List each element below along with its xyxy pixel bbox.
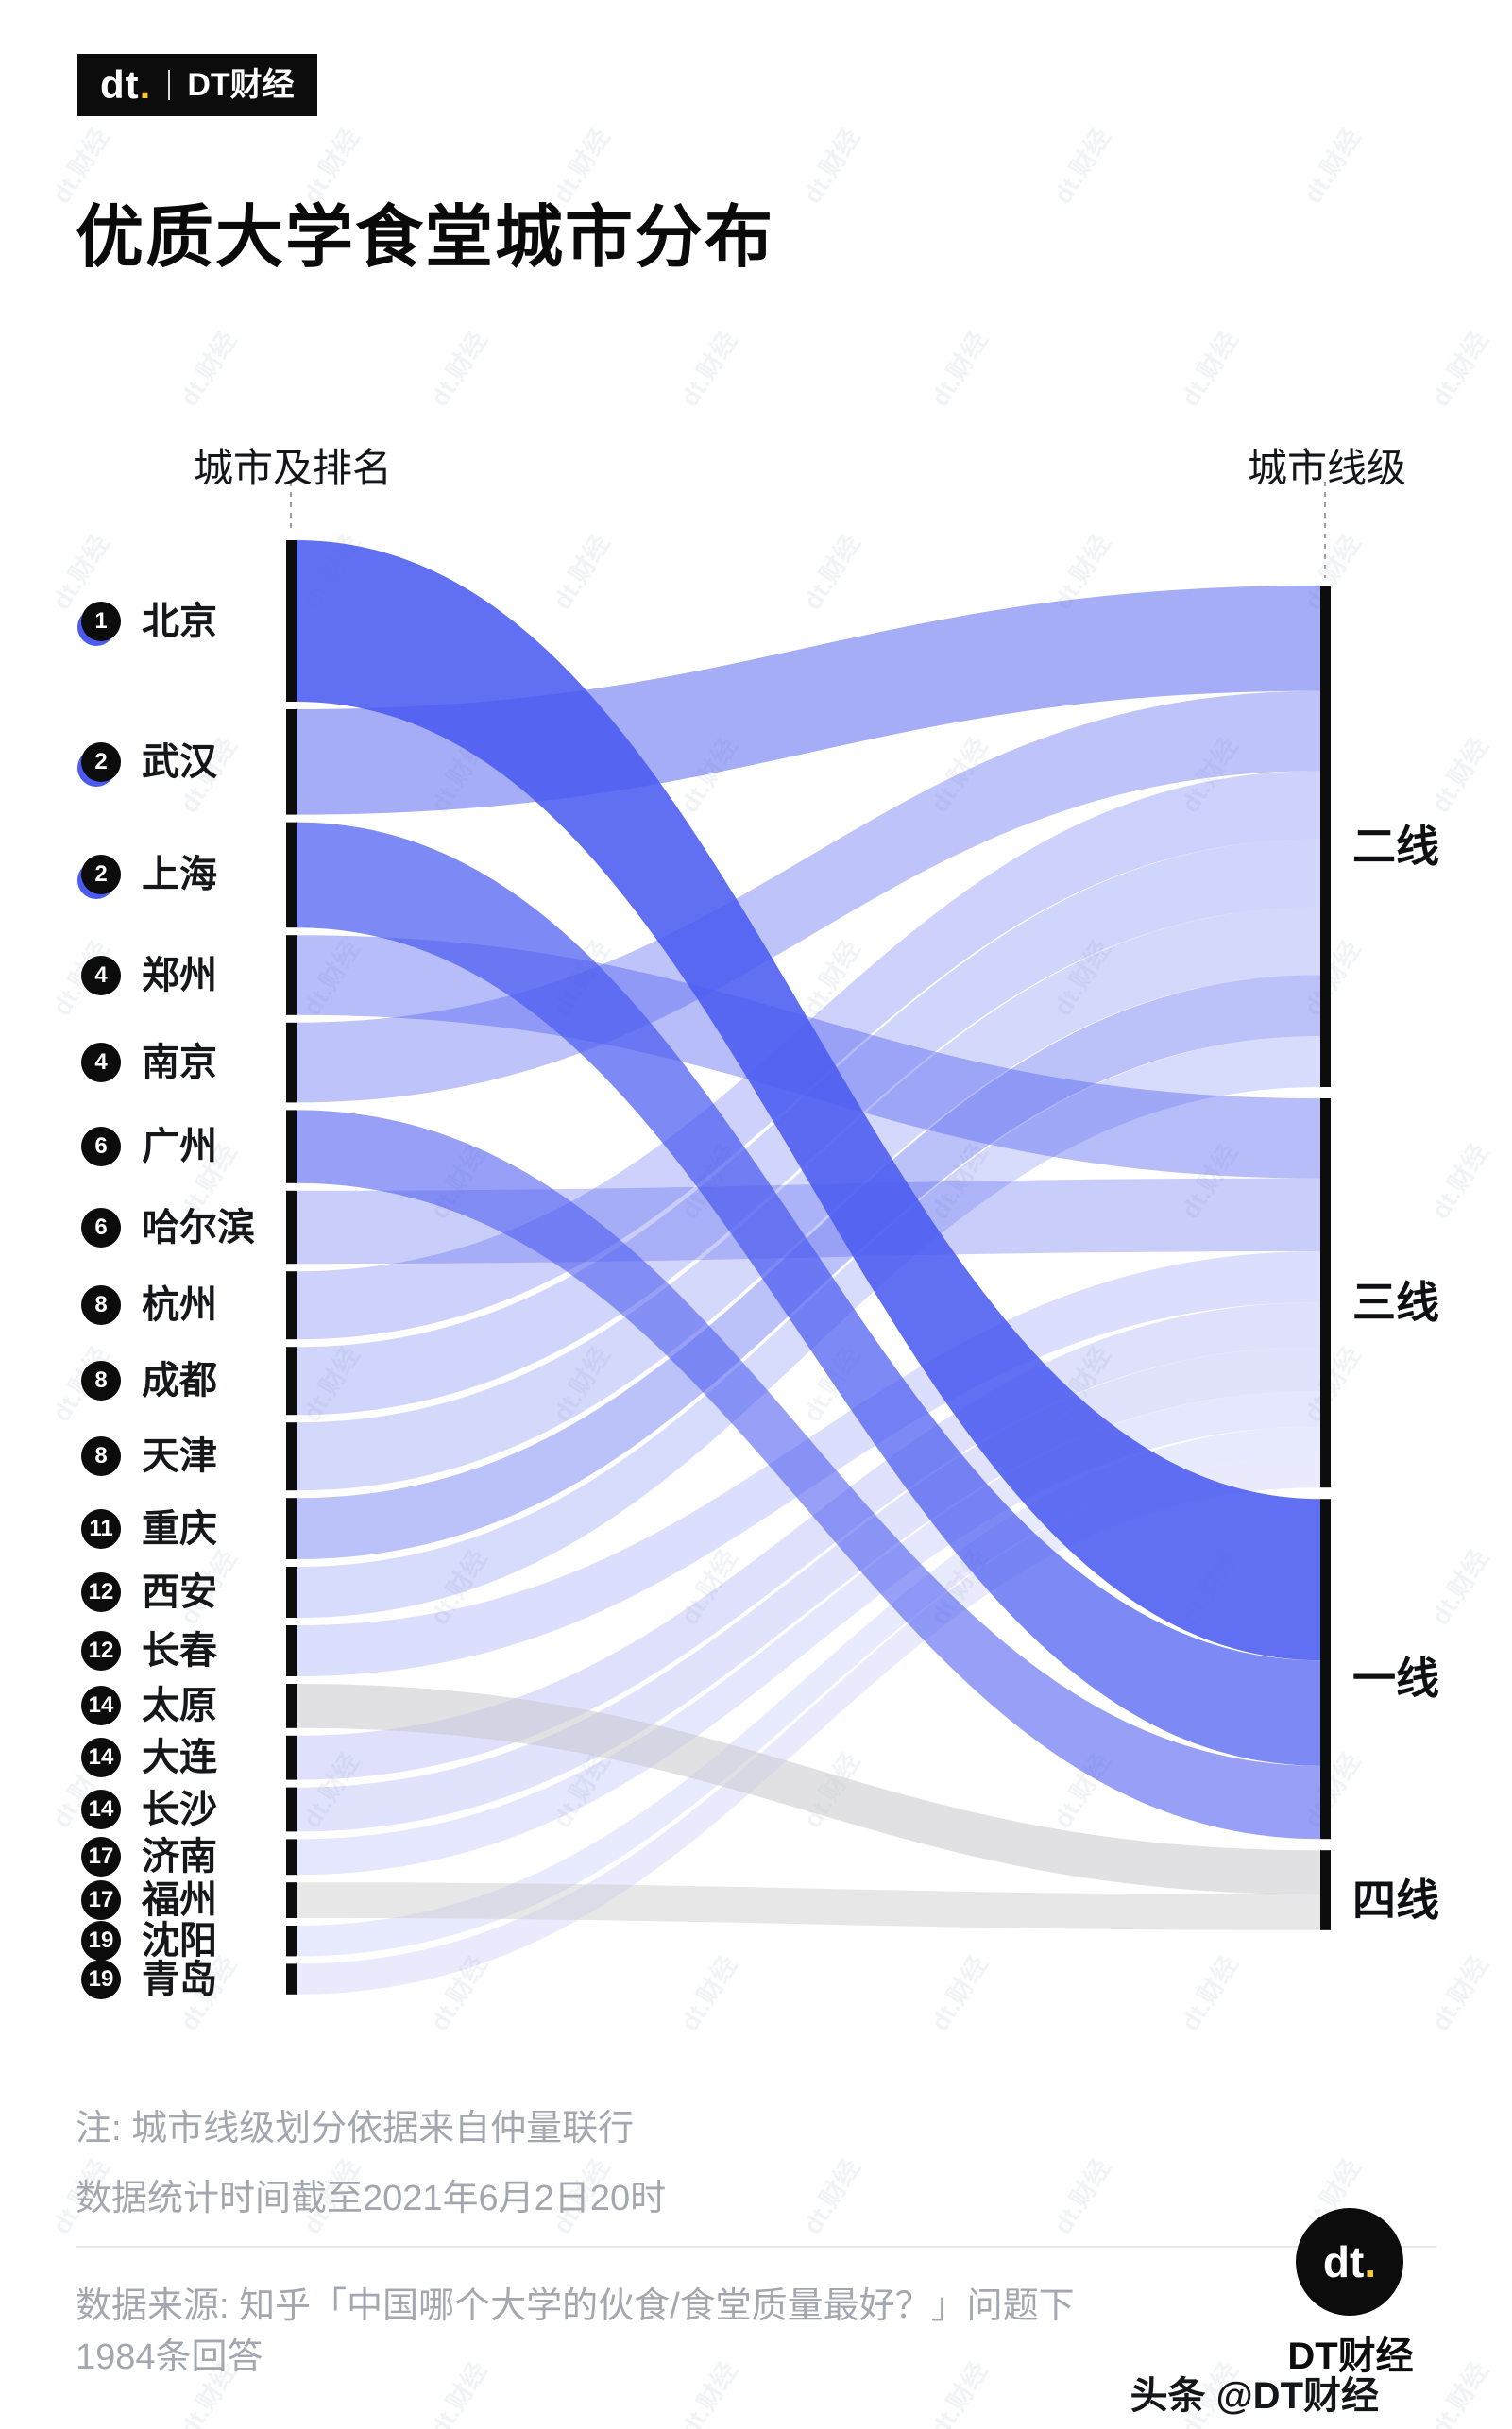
dt-circle-logo-dot: . <box>1364 2237 1377 2286</box>
left-bar-重庆 <box>286 1498 297 1559</box>
left-bar-北京 <box>286 540 297 702</box>
dt-logo-mark: dt. <box>100 62 152 107</box>
footnote-tier-basis: 注: 城市线级划分依据来自仲量联行 <box>76 2109 635 2149</box>
flow-ribbon-太原 <box>297 1684 1320 1894</box>
dt-circle-logo-text: dt. <box>1322 2237 1377 2286</box>
left-bar-长沙 <box>286 1787 297 1832</box>
flow-ribbon-广州 <box>297 1110 1320 1840</box>
brand-name: DT财经 <box>187 67 295 103</box>
right-bar-四线 <box>1320 1850 1331 1930</box>
dt-logo-caption: DT财经 <box>1287 2336 1414 2377</box>
flow-ribbon-福州 <box>297 1882 1320 1930</box>
flow-ribbon-天津 <box>297 907 1320 1491</box>
left-bar-天津 <box>286 1422 297 1491</box>
left-bar-郑州 <box>286 935 297 1015</box>
flow-ribbon-上海 <box>297 822 1320 1766</box>
flow-ribbon-沈阳 <box>297 1426 1320 1957</box>
right-column-header: 城市线级 <box>1247 446 1406 490</box>
left-bar-长春 <box>286 1625 297 1676</box>
left-bar-武汉 <box>286 709 297 815</box>
left-bar-济南 <box>286 1839 297 1876</box>
left-bar-上海 <box>286 822 297 928</box>
flow-ribbon-青岛 <box>297 1456 1320 1995</box>
data-source-line2: 1984条回答 <box>76 2337 263 2377</box>
left-bar-成都 <box>286 1347 297 1416</box>
flow-ribbon-济南 <box>297 1390 1320 1876</box>
left-bar-哈尔滨 <box>286 1190 297 1265</box>
right-bar-三线 <box>1320 1098 1331 1488</box>
left-bar-青岛 <box>286 1963 297 1995</box>
toutiao-credit: 头条 @DT财经 <box>1130 2375 1379 2417</box>
left-bar-西安 <box>286 1567 297 1618</box>
flow-ribbon-北京 <box>297 540 1320 1661</box>
left-bar-沈阳 <box>286 1926 297 1957</box>
left-bar-杭州 <box>286 1271 297 1340</box>
footer-divider <box>76 2246 1436 2248</box>
left-column-header: 城市及排名 <box>193 446 392 490</box>
logo-divider <box>168 70 171 100</box>
page-title: 优质大学食堂城市分布 <box>76 200 775 276</box>
left-bar-大连 <box>286 1735 297 1780</box>
flow-ribbon-长沙 <box>297 1346 1320 1832</box>
left-bar-福州 <box>286 1882 297 1918</box>
data-source-line1: 数据来源: 知乎「中国哪个大学的伙食/食堂质量最好？」问题下 <box>76 2286 1075 2326</box>
dt-logo-dot: . <box>139 62 152 107</box>
left-bar-广州 <box>286 1110 297 1183</box>
left-bar-南京 <box>286 1022 297 1103</box>
left-bar-太原 <box>286 1684 297 1728</box>
right-bar-二线 <box>1320 586 1331 1087</box>
dt-circle-logo: dt. <box>1296 2208 1403 2316</box>
footnote-cutoff-time: 数据统计时间截至2021年6月2日20时 <box>76 2179 667 2218</box>
right-bar-一线 <box>1320 1499 1331 1840</box>
brand-header: dt. DT财经 <box>77 54 317 116</box>
flow-ribbon-大连 <box>297 1302 1320 1780</box>
